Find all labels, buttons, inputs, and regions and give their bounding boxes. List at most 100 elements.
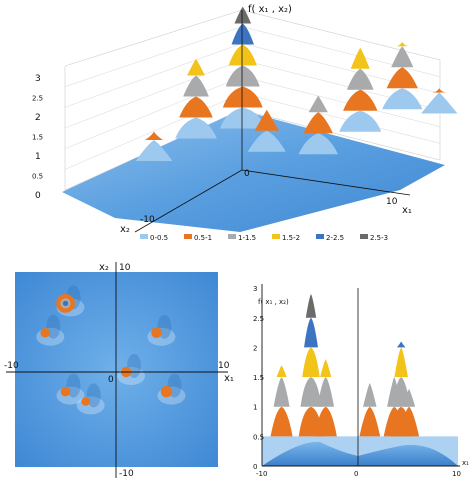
- map-spot-orange: [40, 328, 51, 338]
- profile-peaks: [270, 294, 420, 437]
- surface-peak: [339, 47, 382, 132]
- surface-peak-band: [225, 65, 260, 87]
- x2-axis-label: x₂: [120, 224, 130, 235]
- surface-peak: [175, 58, 217, 139]
- z-tick-label: 1.5: [32, 134, 43, 142]
- legend-label: 1.5-2: [282, 234, 300, 242]
- profile-y-tick: 3: [253, 285, 257, 293]
- legend-label: 0.5-1: [194, 234, 212, 242]
- legend-swatch: [360, 234, 368, 239]
- surface-title: f( x₁ , x₂): [248, 4, 292, 15]
- x2-tick-neg10: -10: [140, 215, 155, 225]
- map-spot-orange: [81, 397, 91, 406]
- profile-y-ticks: 3 2.5 2 1.5 1 0.5 0: [253, 285, 264, 471]
- profile-peak-band: [317, 377, 335, 407]
- z-tick-labels: 3 2.5 2 1.5 1 0.5 0: [32, 74, 43, 201]
- surface-peak-band: [382, 88, 423, 110]
- surface-peak-band: [350, 47, 370, 69]
- profile-y-tick: 0: [253, 463, 257, 471]
- map-left-tick: -10: [4, 361, 19, 371]
- z-tick-label: 2.5: [32, 95, 43, 103]
- profile-x-tick: 10: [452, 470, 461, 478]
- profile-peak-band: [359, 406, 381, 437]
- z-tick-label: 0: [35, 191, 41, 201]
- legend-swatch: [316, 234, 324, 239]
- profile-x-tick: -10: [256, 470, 267, 478]
- profile-x-ticks: -10 0 10: [256, 470, 461, 478]
- map-spot-orange: [160, 385, 173, 398]
- profile-bands: [262, 436, 458, 466]
- profile-peak-band: [304, 317, 318, 348]
- map-spot: [160, 385, 173, 398]
- map-shadow: [86, 383, 101, 408]
- profile-peak-band: [389, 406, 413, 437]
- map-background: [15, 272, 218, 467]
- profile-peak-band: [396, 341, 406, 348]
- surface-peak-band: [219, 107, 266, 129]
- surface-peak: [382, 42, 423, 110]
- profile-peak-band: [302, 347, 320, 378]
- profile-peak-band: [273, 377, 290, 407]
- surface-floor: [62, 110, 445, 232]
- map-bottom-tick: -10: [119, 469, 134, 479]
- surface-peak-band: [175, 117, 217, 139]
- z-tick-label: 2: [35, 113, 41, 123]
- map-spot: [40, 328, 51, 338]
- surface-peak-band: [395, 42, 409, 47]
- profile-peak: [298, 294, 324, 437]
- surface-peak: [135, 131, 173, 161]
- profile-peak-band: [270, 406, 293, 437]
- profile-peak: [359, 382, 381, 437]
- map-right-tick: 10: [218, 361, 230, 371]
- surface-peak-band: [303, 112, 333, 134]
- surface-peak-band: [421, 92, 458, 114]
- surface-peak-band: [228, 44, 257, 66]
- map-spot: [60, 386, 71, 397]
- profile-y-tick: 2.5: [253, 315, 264, 323]
- profile-y-tick: 1: [253, 404, 257, 412]
- surface-peak: [219, 6, 266, 129]
- profile-peak-band: [392, 377, 411, 407]
- profile-peak-band: [300, 377, 322, 407]
- contour-map-plot: x₂ 10 -10 -10 10 x₁ 0: [4, 262, 234, 479]
- map-x1-label: x₁: [224, 373, 234, 384]
- profile-x-tick: 0: [354, 470, 358, 478]
- surface-peak-band: [247, 130, 286, 152]
- z-tick-label: 3: [35, 74, 41, 84]
- surface-peak-band: [343, 89, 378, 111]
- x1-axis-label: x₁: [402, 205, 412, 216]
- legend-label: 0-0.5: [150, 234, 168, 242]
- profile-x-label: x₁: [462, 459, 469, 467]
- profile-peak-band: [363, 382, 377, 407]
- profile-dark-base: [262, 441, 458, 466]
- profile-plot: f( x₁ , x₂) 32.521.510.50 -10 0 10 x₁: [253, 284, 469, 478]
- surface-peak-band: [386, 67, 418, 89]
- map-spot-orange: [60, 386, 71, 397]
- surface-peak-band: [308, 95, 328, 113]
- legend-swatch: [140, 234, 148, 239]
- map-spot: [151, 327, 162, 338]
- x1-axis-line: [241, 169, 411, 196]
- surface-peak-band: [183, 75, 209, 97]
- profile-peak-band: [305, 294, 317, 318]
- surface-peak-band: [298, 133, 339, 155]
- surface-peak-band: [431, 88, 447, 93]
- surface-peak: [421, 88, 458, 114]
- profile-y-tick: 0.5: [253, 433, 264, 441]
- map-spot: [81, 397, 91, 406]
- profile-peak-band: [394, 347, 408, 378]
- map-spot-blue: [62, 300, 69, 307]
- surface-peak: [247, 109, 286, 152]
- surface-legend: 0-0.5 0.5-1 1-1.5 1.5-2 2-2.5 2.5-3: [140, 234, 388, 242]
- z-tick-label: 0.5: [32, 173, 43, 181]
- surface-peak-band: [231, 23, 254, 45]
- map-origin-tick: 0: [108, 375, 114, 385]
- z-tick-label: 1: [35, 152, 41, 162]
- surface-peak-band: [254, 109, 279, 131]
- surface-peaks: [135, 6, 458, 161]
- map-spot: [56, 294, 75, 313]
- legend-label: 2-2.5: [326, 234, 344, 242]
- map-top-tick: 10: [119, 263, 131, 273]
- surface-peak-band: [234, 6, 252, 24]
